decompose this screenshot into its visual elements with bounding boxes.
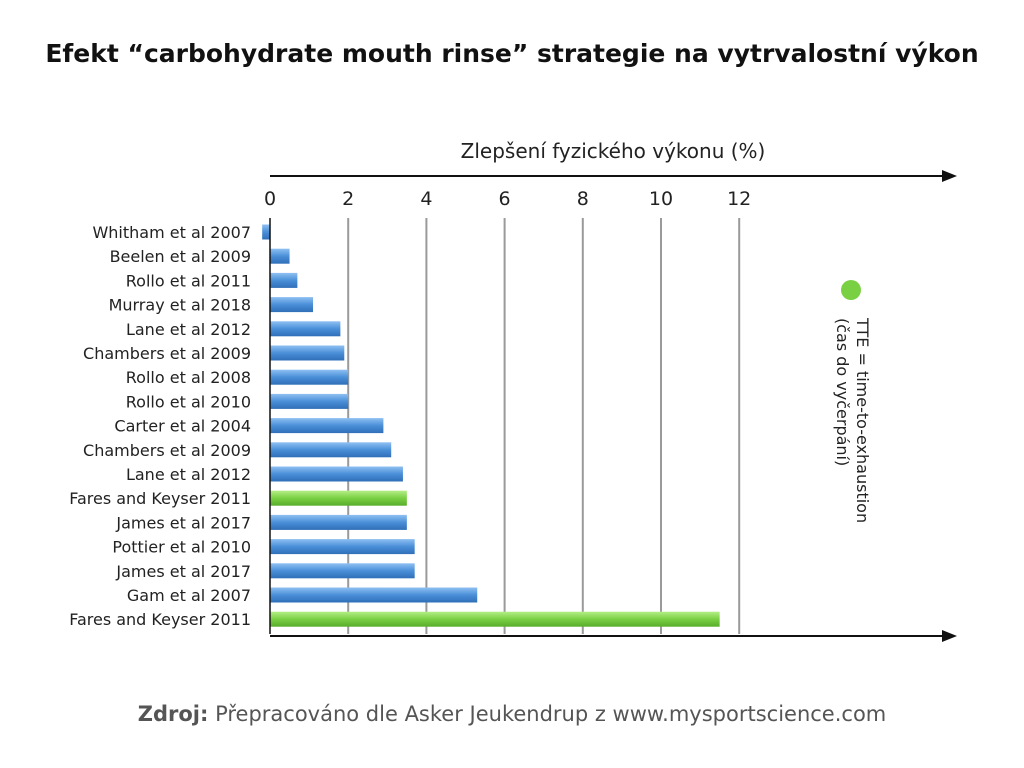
bar-10 [270,466,403,482]
legend: TTE = time-to-exhaustion (čas do vyčerpá… [833,280,872,523]
category-label-5: Chambers et al 2009 [83,344,251,363]
bar-15 [270,587,478,603]
bar-16 [270,611,720,627]
category-label-2: Rollo et al 2011 [126,271,251,290]
bar-4 [270,321,341,337]
x-tick-label-6: 12 [727,188,751,210]
category-label-16: Fares and Keyser 2011 [69,610,251,629]
category-label-8: Carter et al 2004 [114,417,251,436]
category-label-10: Lane et al 2012 [126,465,251,484]
category-label-1: Beelen et al 2009 [110,247,251,266]
bar-11 [270,490,407,506]
bar-13 [270,539,415,555]
bar-14 [270,563,415,579]
category-label-7: Rollo et al 2010 [126,392,251,411]
category-label-13: Pottier et al 2010 [112,538,251,557]
category-label-4: Lane et al 2012 [126,320,251,339]
source-note: Zdroj: Přepracováno dle Asker Jeukendrup… [138,702,887,726]
category-labels: Whitham et al 2007 Beelen et al 2009 Rollo… [69,223,251,629]
x-tick-label-5: 10 [649,188,673,210]
bar-1 [270,248,290,264]
category-label-12: James et al 2017 [115,513,251,532]
source-text: Přepracováno dle Asker Jeukendrup z www.… [208,702,886,726]
x-tick-label-0: 0 [264,188,276,210]
bar-5 [270,345,345,361]
bar-8 [270,418,384,434]
bar-9 [270,442,392,458]
bar-0 [262,224,270,240]
x-tick-labels: 0 2 4 6 8 10 12 [264,188,751,210]
legend-text-line1: TTE = time-to-exhaustion [853,317,872,523]
category-label-3: Murray et al 2018 [109,296,251,315]
bar-12 [270,514,407,530]
legend-marker [841,280,861,300]
x-axis-title: Zlepšení fyzického výkonu (%) [461,139,766,163]
x-tick-label-1: 2 [342,188,354,210]
chart-title: Efekt “carbohydrate mouth rinse” strateg… [45,39,978,68]
source-label: Zdroj: [138,702,209,726]
x-axis-bottom-arrow [942,630,957,642]
x-axis-top-arrow [942,170,957,182]
bars [262,224,720,627]
category-label-15: Gam et al 2007 [127,586,251,605]
bar-3 [270,297,314,313]
x-tick-label-3: 6 [499,188,511,210]
category-label-14: James et al 2017 [115,562,251,581]
x-tick-label-2: 4 [420,188,432,210]
category-label-0: Whitham et al 2007 [92,223,251,242]
category-label-6: Rollo et al 2008 [126,368,251,387]
legend-text-line2: (čas do vyčerpání) [833,318,852,466]
axes [269,170,957,642]
bar-7 [270,393,349,409]
bar-2 [270,272,298,288]
x-tick-label-4: 8 [577,188,589,210]
category-label-9: Chambers et al 2009 [83,441,251,460]
bar-6 [270,369,349,385]
category-label-11: Fares and Keyser 2011 [69,489,251,508]
